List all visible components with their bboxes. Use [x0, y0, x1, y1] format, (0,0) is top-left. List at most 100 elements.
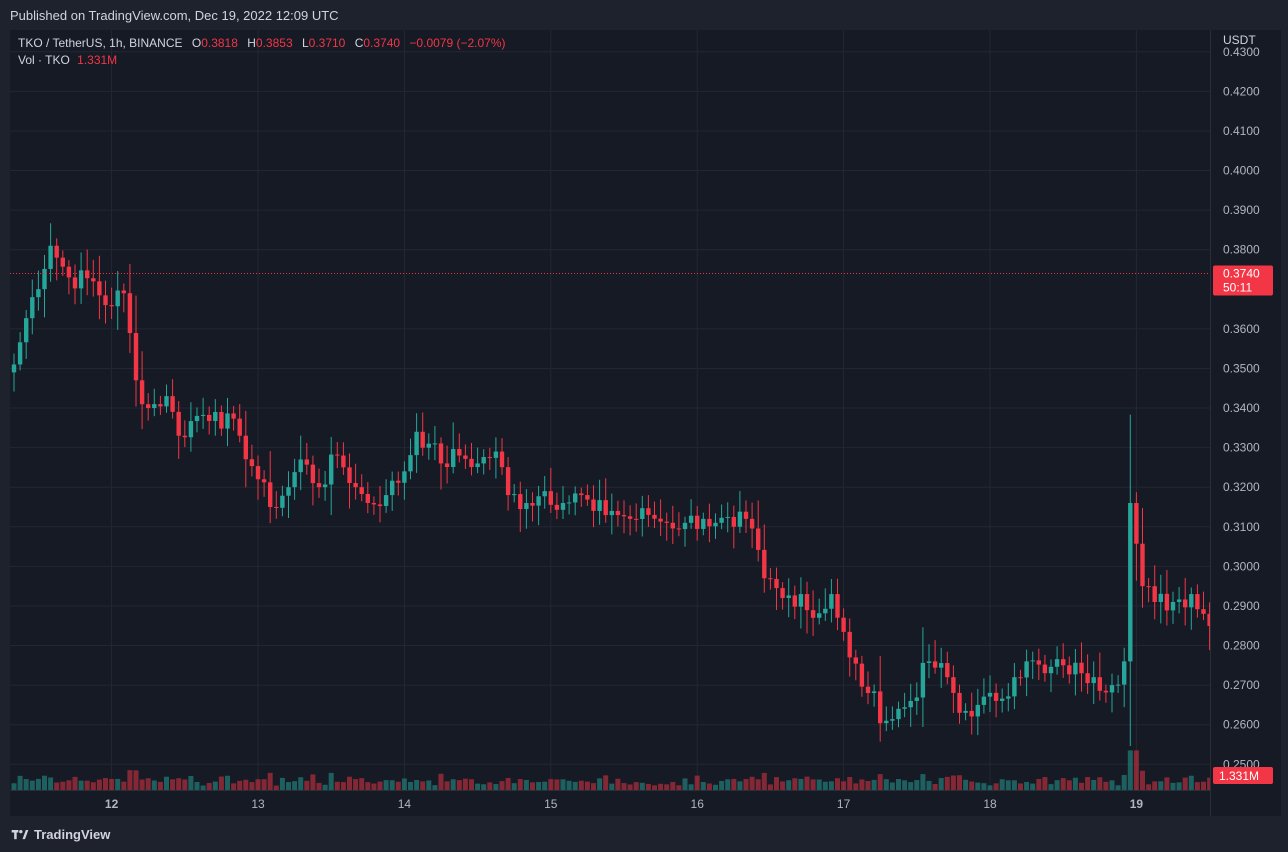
- candle-body: [457, 449, 462, 456]
- volume-bar: [206, 782, 212, 790]
- volume-bar: [11, 783, 17, 790]
- last-volume-badge: [1213, 767, 1273, 784]
- volume-label[interactable]: Vol · TKO: [18, 53, 70, 67]
- y-tick-label: 0.3000: [1223, 559, 1260, 573]
- candle-body: [890, 719, 895, 721]
- candle-body: [353, 482, 358, 488]
- candle-body: [438, 443, 444, 464]
- volume-bar: [554, 779, 560, 790]
- candle-body: [963, 710, 968, 713]
- volume-bar: [719, 780, 725, 790]
- volume-bar: [871, 779, 877, 790]
- y-tick-label: 0.2700: [1223, 678, 1260, 692]
- candle-body: [981, 696, 987, 705]
- candle-body: [1189, 594, 1194, 608]
- candle-body: [676, 528, 682, 530]
- candle-body: [646, 508, 651, 515]
- candle-body: [1091, 677, 1096, 684]
- volume-bar: [310, 774, 316, 790]
- volume-bar: [151, 780, 157, 790]
- footer: [0, 816, 1288, 852]
- y-tick-label: 0.4000: [1223, 164, 1260, 178]
- open-value: 0.3818: [201, 36, 238, 50]
- candle-body: [743, 511, 749, 519]
- y-tick-label: 0.3400: [1223, 401, 1260, 415]
- candle-body: [957, 692, 962, 713]
- candle-body: [670, 522, 675, 529]
- volume-bar: [688, 784, 694, 790]
- high-value: 0.3853: [255, 36, 293, 50]
- chart-svg[interactable]: [10, 30, 1210, 816]
- candle-body: [261, 479, 267, 483]
- y-tick-label: 0.2900: [1223, 599, 1260, 613]
- candle-body: [640, 508, 645, 519]
- chart-area[interactable]: [10, 30, 1210, 816]
- volume-bar: [389, 780, 395, 790]
- volume-bar: [1085, 777, 1091, 790]
- candle-body: [243, 435, 248, 460]
- volume-bar: [267, 772, 273, 790]
- volume-bar: [371, 783, 377, 790]
- candle-body: [78, 270, 84, 289]
- candle-body: [548, 491, 553, 505]
- volume-bar: [902, 780, 908, 790]
- candle-body: [505, 467, 511, 496]
- volume-bar: [584, 781, 590, 790]
- symbol-label[interactable]: TKO / TetherUS, 1h, BINANCE: [18, 36, 183, 50]
- candle-body: [688, 515, 694, 523]
- candle-body: [1183, 599, 1188, 608]
- candle-body: [1164, 593, 1170, 611]
- candle-body: [585, 495, 590, 500]
- candle-body: [72, 277, 78, 289]
- volume-bar: [127, 770, 133, 790]
- candle-body: [207, 414, 212, 421]
- candle-body: [170, 396, 175, 412]
- candle-body: [146, 404, 151, 409]
- volume-bar: [218, 776, 224, 790]
- price-axis[interactable]: USDT 0.4300 0.4200 0.4100 0.4000 0.3900 0.3800…: [1210, 30, 1281, 816]
- candle-body: [634, 518, 639, 520]
- volume-bar: [542, 781, 548, 790]
- volume-bar: [566, 780, 572, 790]
- candle-body: [1170, 601, 1176, 611]
- candle-body: [383, 495, 389, 506]
- volume-bar: [54, 782, 60, 790]
- candle-body: [402, 471, 407, 483]
- tradingview-logo[interactable]: TradingView: [10, 827, 110, 842]
- candle-body: [432, 443, 438, 445]
- volume-bar: [29, 780, 35, 790]
- volume-bar: [828, 781, 834, 790]
- candle-body: [377, 504, 383, 506]
- y-tick-label: 0.3600: [1223, 322, 1260, 336]
- volume-bar: [798, 778, 804, 790]
- currency-label: USDT: [1223, 33, 1256, 47]
- candle-body: [341, 455, 346, 468]
- volume-bar: [841, 781, 847, 790]
- candle-body: [1140, 543, 1145, 587]
- close-value: 0.3740: [363, 36, 401, 50]
- candle-body: [396, 480, 401, 483]
- open-label: O: [191, 36, 202, 50]
- x-tick-label: 19: [1130, 797, 1144, 811]
- candle-body: [17, 342, 23, 365]
- y-tick-label: 0.2600: [1223, 718, 1260, 732]
- candle-body: [280, 495, 285, 508]
- volume-bar: [377, 781, 383, 790]
- volume-bar: [340, 782, 346, 790]
- candle-body: [231, 413, 236, 419]
- candle-body: [920, 662, 926, 698]
- volume-bar: [225, 775, 230, 790]
- low-label: L: [301, 36, 309, 50]
- last-price-text: 0.3740: [1223, 266, 1260, 280]
- volume-bar: [938, 778, 944, 790]
- volume-bar: [109, 778, 115, 790]
- volume-bar: [1182, 777, 1188, 790]
- time-axis[interactable]: 121314151617181918:00: [10, 790, 1210, 817]
- candle-body: [664, 521, 669, 523]
- volume-bar: [1079, 782, 1084, 790]
- tradingview-logo-icon: [11, 829, 29, 839]
- volume-bar: [774, 777, 779, 790]
- volume-bar: [633, 782, 639, 790]
- volume-bar: [322, 784, 328, 790]
- candle-body: [249, 459, 255, 467]
